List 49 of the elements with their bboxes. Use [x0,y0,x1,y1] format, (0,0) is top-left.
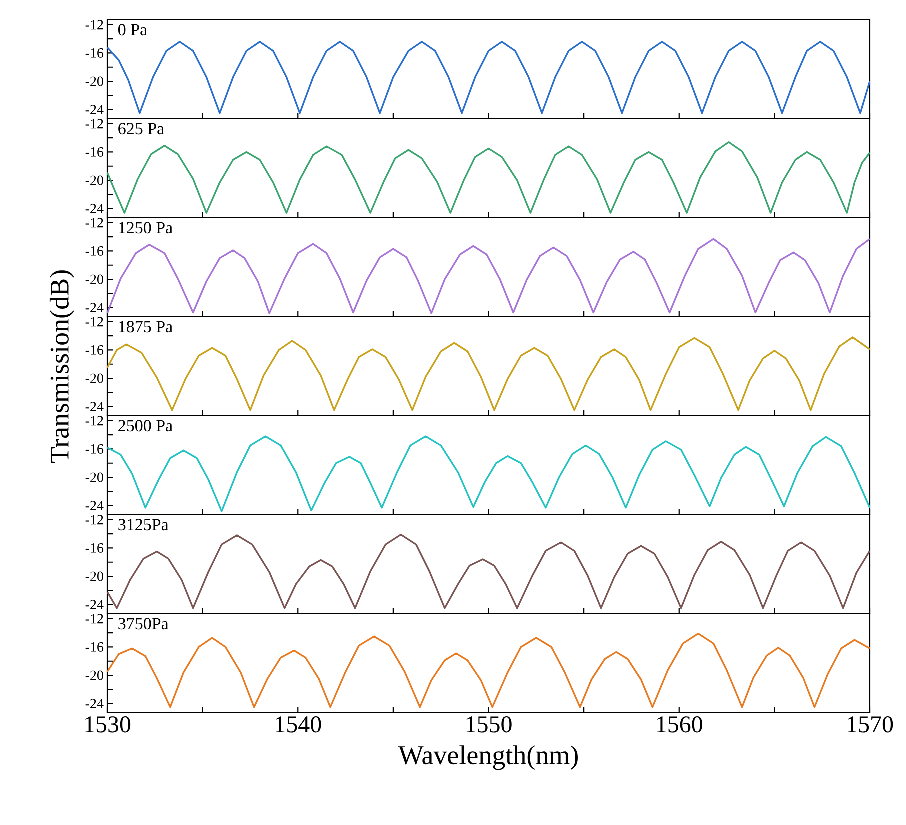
line-series [108,238,870,314]
y-axis-title: Transmission(dB) [50,270,74,464]
y-tick-label: -16 [86,544,104,553]
x-tick-label: 1550 [466,716,512,733]
y-tick-label: -12 [86,218,104,228]
line-series [108,41,870,114]
y-tick-label: -24 [86,204,104,214]
x-tick-label: 1560 [657,716,702,733]
y-tick-label: -24 [86,501,104,510]
y-tick-label: -16 [86,346,104,355]
y-tick-label: -20 [86,572,104,582]
line-series [108,336,870,412]
y-tick-label: -12 [86,416,104,426]
y-tick-label: -24 [86,303,104,312]
y-tick-label: -12 [86,614,104,624]
y-tick-label: -24 [86,600,104,610]
y-tick-label: -12 [86,317,104,327]
series-label: 3125Pa [118,519,169,531]
x-tick-label: 1540 [276,716,322,733]
line-series [108,534,870,610]
y-tick-label: -20 [86,274,104,284]
series-label: 625 Pa [118,123,164,135]
y-tick-label: -16 [86,444,104,454]
x-tick-label: 1530 [86,716,131,733]
y-tick-label: -12 [86,515,104,525]
y-tick-label: -12 [86,119,104,129]
series-label: 3750Pa [118,618,169,630]
y-tick-label: -12 [86,20,104,30]
series-label: 1875 Pa [119,321,173,333]
y-tick-label: -24 [86,402,104,412]
line-series [108,436,870,512]
y-tick-label: -20 [86,374,104,384]
y-tick-label: -20 [86,76,104,86]
series-label: 1250 Pa [119,222,173,234]
y-tick-label: -20 [86,472,104,482]
y-tick-label: -16 [86,246,104,256]
y-tick-label: -20 [86,670,104,680]
y-tick-label: -16 [86,642,104,652]
y-tick-label: -16 [86,48,104,58]
y-tick-label: -24 [86,699,104,708]
line-series [108,141,870,214]
y-tick-label: -16 [86,148,104,157]
x-tick-label: 1570 [848,716,894,733]
x-axis-title: Wavelength(nm) [398,746,578,770]
y-tick-label: -24 [86,105,104,114]
line-series [108,632,870,708]
series-label: 2500 Pa [118,420,173,432]
series-label: 0 Pa [118,24,148,36]
y-tick-label: -20 [86,176,104,186]
